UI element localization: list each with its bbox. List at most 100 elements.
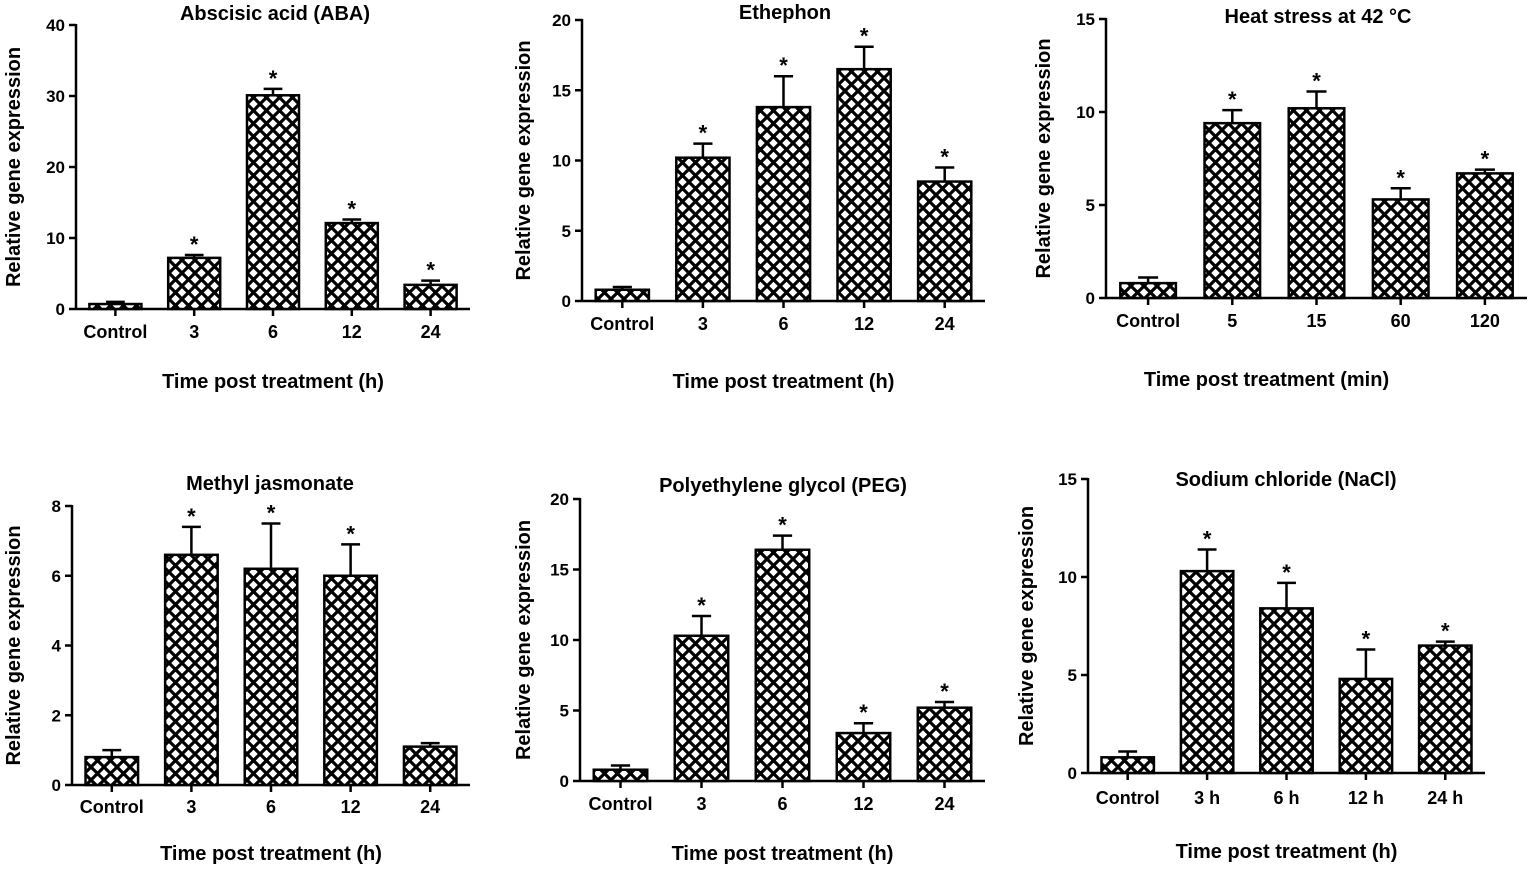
panel-4-ytick-label: 6 [52, 567, 61, 586]
panel-1-significance-star: * [190, 232, 199, 257]
panel-2-xlabel: Time post treatment (h) [673, 371, 895, 393]
panel-1-category-label: 6 [268, 322, 278, 342]
panel-4-significance-star: * [267, 500, 276, 525]
panel-1-significance-star: * [269, 66, 278, 91]
panel-2-ytick-label: 15 [552, 81, 571, 100]
panel-6-category-label: 3 h [1194, 788, 1220, 808]
panel-2-significance-star: * [940, 145, 949, 170]
panel-5-significance-star: * [697, 593, 706, 618]
panel-2-bar [675, 156, 731, 303]
panel-5: Polyethylene glycol (PEG) Relative gene e… [513, 475, 985, 865]
panel-4-bar [402, 745, 458, 787]
panel-2-category-label: Control [590, 314, 654, 334]
panel-2-ytick-label: 10 [552, 152, 571, 171]
panel-1-significance-star: * [426, 258, 435, 283]
panel-2-category-label: 24 [935, 314, 955, 334]
panel-3-ytick-label: 0 [1086, 289, 1095, 308]
panel-1-bar [88, 302, 143, 311]
panel-6-title: Sodium chloride (NaCl) [1175, 469, 1396, 491]
panel-6-ytick-label: 15 [1058, 470, 1077, 489]
panel-2: Ethephon Relative gene expression Time pos… [513, 2, 985, 393]
panel-3-title: Heat stress at 42 °C [1225, 6, 1412, 28]
panel-1-ytick-label: 30 [46, 87, 65, 106]
panel-6-bar [1338, 677, 1394, 775]
panel-5-ytick-label: 5 [560, 702, 569, 721]
panel-6-xlabel: Time post treatment (h) [1176, 841, 1398, 863]
panel-3: Heat stress at 42 °C Relative gene expres… [1033, 6, 1527, 391]
panel-2-significance-star: * [860, 24, 869, 49]
panel-6: Sodium chloride (NaCl) Relative gene expr… [1016, 469, 1485, 863]
panel-4-bar [163, 553, 219, 787]
panel-3-ytick-label: 5 [1086, 196, 1095, 215]
panel-2-category-label: 6 [778, 314, 788, 334]
panel-1-bar [166, 256, 222, 311]
panel-2-significance-star: * [699, 121, 708, 146]
panel-6-bar [1100, 756, 1156, 775]
panel-4-xlabel: Time post treatment (h) [160, 843, 382, 865]
panel-5-ytick-label: 20 [550, 490, 569, 509]
panel-1-category-label: 3 [189, 322, 199, 342]
panel-3-category-label: 5 [1227, 311, 1237, 331]
panel-3-bar [1371, 198, 1430, 300]
panel-1-category-label: 24 [421, 322, 441, 342]
panel-5-ytick-label: 0 [560, 772, 569, 791]
panel-6-significance-star: * [1441, 619, 1450, 644]
panel-2-bar [916, 180, 973, 303]
panel-4: Methyl jasmonate Relative gene expression… [3, 473, 470, 865]
panel-3-significance-star: * [1312, 69, 1321, 94]
panel-3-bar [1119, 281, 1178, 300]
panel-4-ytick-label: 0 [52, 776, 61, 795]
panel-2-title: Ethephon [739, 2, 831, 24]
panel-5-ytick-label: 10 [550, 631, 569, 650]
panel-1-category-label: Control [83, 322, 147, 342]
panel-5-ylabel: Relative gene expression [513, 520, 535, 760]
panel-6-category-label: 6 h [1273, 788, 1299, 808]
panel-1-ylabel: Relative gene expression [3, 47, 25, 287]
panel-4-ylabel: Relative gene expression [3, 525, 25, 765]
panel-3-category-label: 60 [1391, 311, 1411, 331]
panel-4-bar [84, 755, 140, 787]
panel-3-significance-star: * [1228, 87, 1237, 112]
panel-5-xlabel: Time post treatment (h) [672, 843, 894, 865]
panel-2-ytick-label: 20 [552, 11, 571, 30]
panel-3-ytick-label: 10 [1076, 103, 1095, 122]
panel-1-ytick-label: 40 [46, 16, 65, 35]
panel-1-ytick-label: 0 [56, 300, 65, 319]
panel-2-ylabel: Relative gene expression [513, 40, 535, 280]
panel-1-xlabel: Time post treatment (h) [162, 371, 384, 393]
panel-5-bar [754, 548, 811, 783]
panel-1: Abscisic acid (ABA) Relative gene express… [3, 3, 470, 393]
panel-6-category-label: Control [1096, 788, 1160, 808]
panel-1-ytick-label: 20 [46, 158, 65, 177]
panel-4-ytick-label: 8 [52, 497, 61, 516]
panel-4-category-label: 24 [420, 797, 440, 817]
panel-2-ytick-label: 5 [562, 222, 571, 241]
panel-5-category-label: Control [589, 794, 653, 814]
panel-1-ytick-label: 10 [46, 229, 65, 248]
panel-2-bar [755, 105, 812, 303]
panel-3-ylabel: Relative gene expression [1033, 38, 1055, 278]
panel-5-bar [835, 731, 892, 783]
panel-5-category-label: 3 [696, 794, 706, 814]
panel-1-bar [245, 94, 301, 311]
panel-4-significance-star: * [187, 504, 196, 529]
panel-5-significance-star: * [940, 679, 949, 704]
panel-5-bar [673, 634, 730, 783]
panel-4-significance-star: * [346, 521, 355, 546]
panel-3-xlabel: Time post treatment (min) [1144, 369, 1389, 391]
panel-6-category-label: 12 h [1348, 788, 1384, 808]
panel-6-ylabel: Relative gene expression [1016, 506, 1038, 746]
panel-5-title: Polyethylene glycol (PEG) [659, 475, 907, 497]
panel-1-category-label: 12 [342, 322, 362, 342]
panel-5-bar [916, 706, 973, 783]
panel-6-ytick-label: 0 [1068, 764, 1077, 783]
panel-5-bar [592, 768, 649, 783]
panel-1-bar [403, 283, 458, 311]
panel-3-significance-star: * [1396, 165, 1405, 190]
panel-5-ytick-label: 15 [550, 561, 569, 580]
panel-2-ytick-label: 0 [562, 292, 571, 311]
panel-3-bar [1287, 107, 1346, 300]
panel-6-ytick-label: 5 [1068, 666, 1077, 685]
panel-2-category-label: 12 [854, 314, 874, 334]
